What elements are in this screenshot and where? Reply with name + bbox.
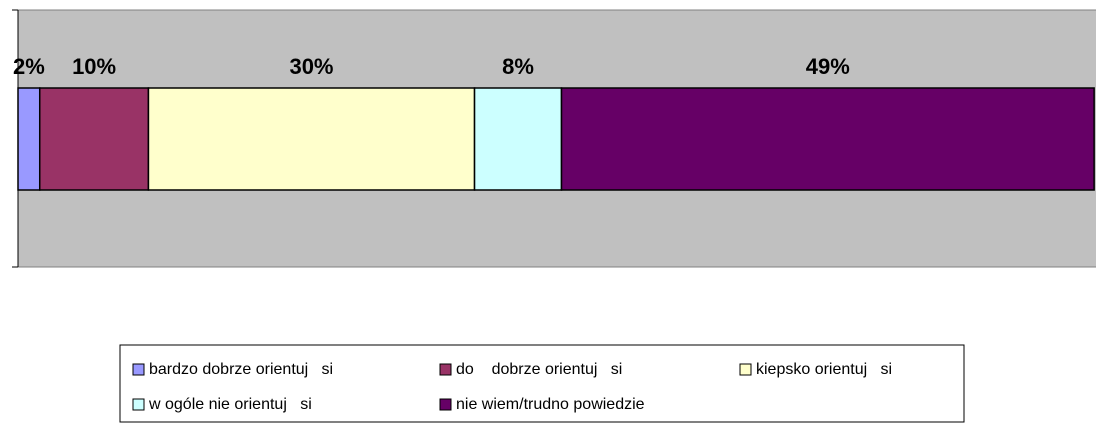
data-label: 49% (806, 54, 850, 79)
bar-segment (560, 87, 1095, 191)
legend-swatch (132, 363, 145, 376)
bar-segment (147, 87, 476, 191)
legend-swatch (739, 363, 752, 376)
legend-label: nie wiem/trudno powiedzie (456, 396, 645, 413)
legend-label: w ogóle nie orientuj si (148, 396, 312, 413)
legend-swatch (439, 398, 452, 411)
legend-swatch (132, 398, 145, 411)
bar-segment (473, 87, 563, 191)
data-label: 2% (13, 54, 45, 79)
data-label: 10% (72, 54, 116, 79)
legend-label: do dobrze orientuj si (456, 361, 622, 378)
data-label: 8% (502, 54, 534, 79)
bar-segment (17, 87, 41, 191)
data-label: 30% (289, 54, 333, 79)
legend-label: kiepsko orientuj si (756, 361, 892, 378)
legend-label: bardzo dobrze orientuj si (149, 361, 333, 378)
legend (119, 344, 965, 423)
legend-swatch (439, 363, 452, 376)
bar-segment (38, 87, 150, 191)
